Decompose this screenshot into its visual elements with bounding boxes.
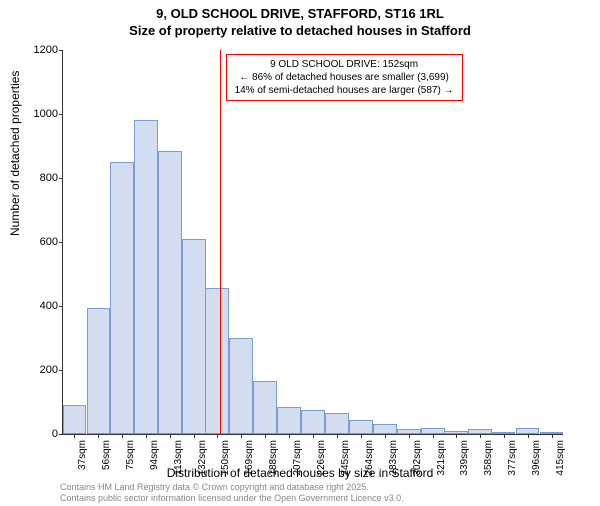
histogram-bar [134,120,158,434]
histogram-bar [63,405,87,434]
y-tick-mark [59,242,63,243]
x-tick-label: 132sqm [197,440,208,476]
y-tick-label: 600 [40,236,58,248]
x-tick-label: 415sqm [555,440,566,476]
x-tick-label: 226sqm [316,440,327,476]
x-tick-label: 396sqm [531,440,542,476]
x-tick-mark [528,434,529,438]
y-tick-mark [59,306,63,307]
x-tick-mark [504,434,505,438]
footer-line-2: Contains public sector information licen… [60,493,404,504]
histogram-bar [325,413,349,434]
annotation-line-3: 14% of semi-detached houses are larger (… [235,84,454,97]
annotation-line-2: ← 86% of detached houses are smaller (3,… [235,71,454,84]
histogram-bar [373,424,397,434]
x-tick-mark [74,434,75,438]
plot-area: 9 OLD SCHOOL DRIVE: 152sqm← 86% of detac… [62,50,563,435]
x-tick-label: 37sqm [77,440,88,470]
histogram-bar [182,239,206,434]
histogram-bar [301,410,325,434]
x-tick-mark [289,434,290,438]
y-tick-label: 800 [40,172,58,184]
x-tick-label: 113sqm [173,440,184,475]
x-tick-label: 283sqm [388,440,399,476]
histogram-bar [87,308,111,434]
x-tick-label: 207sqm [292,440,303,476]
x-tick-mark [217,434,218,438]
x-tick-label: 56sqm [101,440,112,470]
histogram-bar [253,381,277,434]
x-tick-label: 264sqm [364,440,375,476]
y-tick-mark [59,434,63,435]
reference-line [220,50,222,434]
y-tick-mark [59,114,63,115]
x-tick-label: 150sqm [220,440,231,476]
histogram-bar [158,151,182,434]
x-tick-mark [265,434,266,438]
chart-title-main: 9, OLD SCHOOL DRIVE, STAFFORD, ST16 1RL [0,6,600,21]
x-tick-label: 75sqm [125,440,136,470]
x-tick-label: 245sqm [340,440,351,476]
x-tick-mark [337,434,338,438]
x-tick-label: 302sqm [412,440,423,476]
y-tick-label: 1200 [34,44,58,56]
y-tick-mark [59,370,63,371]
x-tick-mark [122,434,123,438]
x-tick-label: 188sqm [268,440,279,476]
x-tick-mark [146,434,147,438]
x-tick-label: 94sqm [149,440,160,470]
histogram-bar [205,288,229,434]
x-tick-mark [170,434,171,438]
x-tick-mark [456,434,457,438]
x-tick-mark [98,434,99,438]
annotation-box: 9 OLD SCHOOL DRIVE: 152sqm← 86% of detac… [226,54,463,101]
x-tick-mark [409,434,410,438]
histogram-bar [277,407,301,434]
x-tick-mark [313,434,314,438]
footer-attribution: Contains HM Land Registry data © Crown c… [60,482,404,504]
y-axis-label: Number of detached properties [8,71,22,236]
chart-title-sub: Size of property relative to detached ho… [0,23,600,38]
y-tick-label: 200 [40,364,58,376]
x-tick-label: 358sqm [483,440,494,476]
x-tick-mark [361,434,362,438]
y-tick-mark [59,50,63,51]
x-tick-mark [552,434,553,438]
x-tick-label: 377sqm [507,440,518,476]
x-tick-mark [385,434,386,438]
x-tick-mark [241,434,242,438]
y-tick-label: 0 [52,428,58,440]
x-tick-label: 321sqm [436,440,447,476]
y-tick-mark [59,178,63,179]
histogram-bar [349,420,373,434]
x-tick-label: 169sqm [244,440,255,476]
footer-line-1: Contains HM Land Registry data © Crown c… [60,482,404,493]
annotation-line-1: 9 OLD SCHOOL DRIVE: 152sqm [235,58,454,71]
x-tick-mark [433,434,434,438]
y-tick-label: 400 [40,300,58,312]
x-tick-mark [480,434,481,438]
histogram-bar [110,162,134,434]
y-tick-label: 1000 [34,108,58,120]
x-tick-label: 339sqm [459,440,470,476]
x-tick-mark [194,434,195,438]
histogram-bar [229,338,253,434]
